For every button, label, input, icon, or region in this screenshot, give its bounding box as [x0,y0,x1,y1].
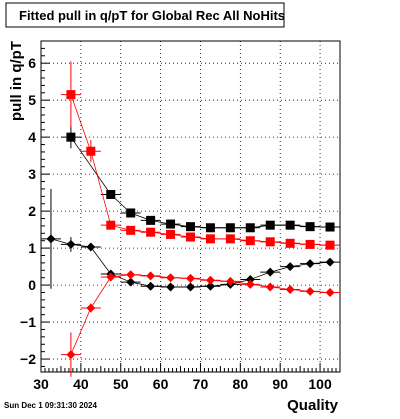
data-point-diamond [126,277,136,287]
data-point-square [225,223,235,233]
chart-title: Fitted pull in q/pT for Global Rec All N… [19,8,285,23]
data-point-diamond [325,287,335,297]
data-point-square [186,222,195,232]
y-tick-label: 4 [28,129,36,145]
x-tick-label: 50 [113,376,129,392]
data-point-diamond [186,273,195,283]
data-point-square [66,132,76,142]
data-point-diamond [265,267,275,277]
data-point-square [325,222,335,232]
x-tick-label: 40 [73,376,89,392]
data-point-square [166,229,176,239]
data-point-diamond [285,285,295,295]
x-tick-label: 70 [193,376,209,392]
series-3 [41,188,340,292]
x-tick-label: 30 [33,376,49,392]
x-tick-label: 100 [308,376,332,392]
data-point-diamond [146,281,156,291]
x-axis-label: Quality [287,397,339,414]
data-point-diamond [305,259,315,269]
data-point-diamond [106,272,116,282]
y-tick-label: −1 [20,314,36,330]
data-point-square [146,215,156,225]
data-point-diamond [245,275,255,285]
data-point-diamond [166,273,176,283]
data-point-square [245,236,255,246]
data-point-square [285,238,295,248]
data-point-square [106,220,116,230]
data-point-diamond [265,282,275,292]
y-tick-label: 5 [28,92,36,108]
data-point-diamond [166,282,176,292]
y-tick-label: −2 [20,351,36,367]
title-box [5,2,285,28]
data-point-diamond [46,234,56,244]
data-point-square [265,220,275,230]
data-point-diamond [66,239,76,249]
data-point-diamond [126,270,136,280]
data-point-square [205,223,215,233]
data-point-diamond [146,271,156,281]
plot-frame [40,40,341,373]
y-tick-label: 1 [28,240,36,256]
data-point-square [325,240,335,250]
y-tick-label: 3 [28,166,36,182]
data-point-diamond [245,279,255,289]
data-point-square [186,232,195,242]
data-point-diamond [205,281,215,291]
x-tick-label: 90 [272,376,288,392]
data-point-square [305,222,315,232]
data-point-diamond [325,257,335,267]
data-point-diamond [66,350,76,360]
data-point-square [245,223,255,233]
data-point-square [166,219,176,229]
data-point-square [146,227,156,237]
axis-ticks: 30 40 50 60 70 80 90 100 −2 −1 0 1 2 3 4 5 6 [20,47,341,392]
series-4 [60,270,340,377]
data-point-square [66,90,76,100]
data-series [41,61,340,377]
data-point-diamond [186,282,195,292]
data-point-square [265,237,275,247]
y-tick-label: 6 [28,55,36,71]
data-point-square [305,239,315,249]
data-point-diamond [305,286,315,296]
y-tick-label: 2 [28,203,36,219]
data-point-diamond [205,275,215,285]
x-tick-label: 80 [233,376,249,392]
data-point-diamond [225,276,235,286]
y-axis-label: pull in q/pT [8,41,25,121]
series-1 [60,126,340,233]
x-tick-label: 60 [153,376,169,392]
data-point-square [205,234,215,244]
data-point-square [86,146,96,156]
timestamp: Sun Dec 1 09:31:30 2024 [4,401,97,410]
series-2 [60,61,340,250]
data-point-square [126,208,136,218]
data-point-diamond [285,262,295,272]
data-point-square [126,225,136,235]
y-tick-label: 0 [28,277,36,293]
data-point-diamond [86,242,96,252]
data-point-square [225,234,235,244]
data-point-diamond [86,303,96,313]
data-point-square [106,189,116,199]
data-point-square [285,220,295,230]
